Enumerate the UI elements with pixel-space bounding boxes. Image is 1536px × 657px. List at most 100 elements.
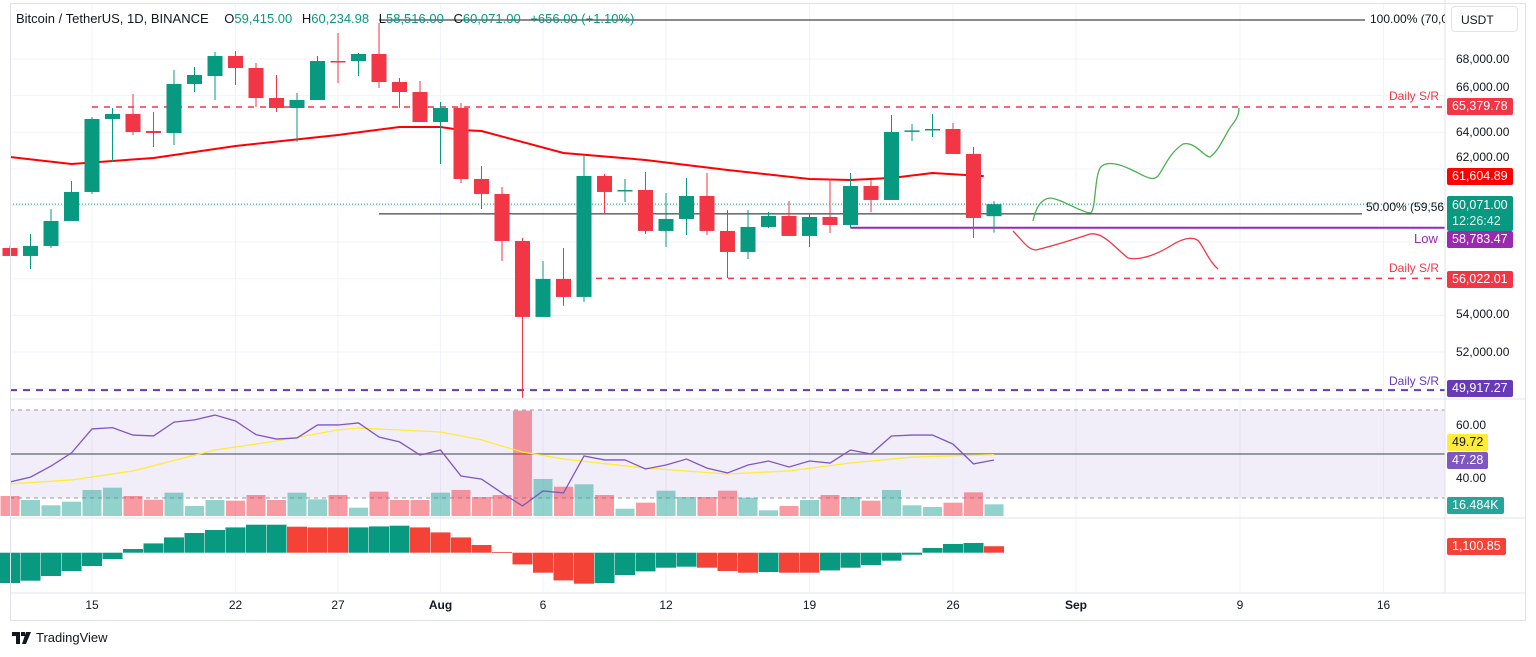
ao-bar: [738, 552, 758, 573]
symbol-title[interactable]: Bitcoin / TetherUS, 1D, BINANCE: [16, 11, 209, 26]
major-support-price-badge: 49,917.27: [1447, 380, 1513, 397]
volume-bar: [246, 495, 266, 516]
ma-price-badge: 61,604.89: [1447, 168, 1513, 185]
volume-bar: [164, 492, 184, 516]
ao-bar: [553, 552, 574, 581]
time-axis-label: 19: [802, 598, 817, 612]
time-axis-label: 16: [1376, 598, 1391, 612]
ao-bar: [41, 552, 61, 576]
bullish-projection-path[interactable]: [1032, 107, 1240, 222]
low-label[interactable]: Low: [1414, 231, 1438, 246]
candle-body: [638, 189, 653, 231]
candle-body: [658, 218, 674, 231]
candle-body: [166, 83, 182, 133]
volume-bar: [390, 499, 409, 516]
candle-body: [351, 54, 366, 62]
candle-body: [207, 56, 223, 77]
rsi-ma-badge: 49.72: [1447, 434, 1489, 451]
ao-bar: [348, 527, 369, 553]
candle-body: [474, 178, 489, 194]
volume-bar: [923, 506, 942, 516]
rsi-ma-line: [9, 427, 995, 485]
candle-body: [494, 193, 510, 241]
volume-bar: [410, 499, 430, 516]
open-value: 59,415.00: [234, 11, 293, 26]
time-axis-label: 22: [228, 598, 243, 612]
time-axis-label: 26: [946, 598, 960, 612]
volume-bar: [328, 495, 348, 516]
price-axis-label: 54,000.00: [1456, 307, 1510, 321]
volume-bar: [779, 506, 799, 516]
time-axis-label: Aug: [428, 598, 453, 612]
candle-body: [64, 191, 79, 221]
tradingview-logo[interactable]: TradingView: [12, 630, 108, 645]
price-axis-label: 62,000.00: [1456, 150, 1510, 164]
ao-bar: [20, 552, 41, 581]
candle-body: [269, 98, 284, 108]
volume-bar: [554, 486, 573, 516]
high-value: 60,234.98: [311, 11, 370, 26]
ao-bar: [943, 543, 963, 553]
volume-bar: [718, 490, 737, 516]
ao-bar: [758, 552, 779, 572]
fib-50-label[interactable]: 50.00% (59,56: [1366, 200, 1445, 214]
major-support-label[interactable]: Daily S/R: [1389, 374, 1440, 388]
projection-drawings[interactable]: [1012, 107, 1240, 270]
rsi-axis-label: 40.00: [1456, 471, 1487, 485]
candle-body: [330, 61, 346, 63]
low-price-badge: 58,783.47: [1447, 231, 1513, 248]
symbol-legend[interactable]: Bitcoin / TetherUS, 1D, BINANCE O59,415.…: [16, 11, 634, 26]
support-label[interactable]: Daily S/R: [1389, 261, 1440, 275]
ao-bar: [451, 537, 471, 553]
chart-frame: [10, 3, 1526, 621]
ao-bar: [676, 552, 697, 567]
currency-button[interactable]: USDT: [1451, 6, 1518, 32]
tradingview-logo-icon: [12, 631, 31, 644]
candle-body: [289, 99, 305, 108]
candle-body: [146, 130, 161, 133]
volume-bar: [800, 499, 819, 516]
candle-body: [904, 130, 920, 132]
candle-body: [863, 185, 879, 200]
candle-body: [23, 245, 38, 256]
volume-bar: [492, 495, 512, 516]
candle-body: [187, 75, 202, 84]
candle-body: [412, 91, 428, 122]
volume-bar: [205, 499, 225, 516]
candle-body: [515, 240, 530, 317]
volume-bar: [451, 489, 471, 516]
candle-body: [433, 107, 448, 122]
volume-bar: [943, 502, 963, 516]
candle-body: [597, 175, 612, 192]
ao-bar: [287, 526, 307, 553]
rsi-line: [9, 414, 995, 507]
ao-bar: [512, 552, 533, 565]
ao-bar: [307, 527, 328, 553]
ao-bar: [984, 546, 1004, 553]
volume-bar: [123, 496, 143, 516]
volume-bar: [287, 492, 307, 516]
price-axis-label: 66,000.00: [1456, 80, 1510, 94]
ao-bar: [963, 542, 984, 553]
volume-bar: [964, 492, 983, 516]
candle-body: [392, 81, 407, 92]
low-value: 58,516.00: [385, 11, 444, 26]
volume-bar: [41, 505, 61, 516]
ao-bar: [820, 552, 840, 571]
resistance-label[interactable]: Daily S/R: [1389, 89, 1440, 103]
candle-body: [822, 216, 838, 225]
drawing-levels[interactable]: [10, 19, 1445, 392]
volume-bar: [144, 499, 163, 516]
candle-body: [371, 54, 387, 82]
fib-100-label[interactable]: 100.00% (70,0: [1370, 12, 1445, 26]
ao-bar: [205, 529, 225, 553]
volume-bar: [267, 499, 286, 516]
ao-bar: [697, 552, 717, 568]
ao-bar: [492, 551, 512, 553]
ao-bar: [902, 552, 922, 555]
bearish-projection-path[interactable]: [1012, 230, 1219, 270]
support-price-badge: 56,022.01: [1447, 271, 1513, 288]
time-axis-label: 15: [85, 598, 99, 612]
candle-body: [453, 107, 469, 179]
